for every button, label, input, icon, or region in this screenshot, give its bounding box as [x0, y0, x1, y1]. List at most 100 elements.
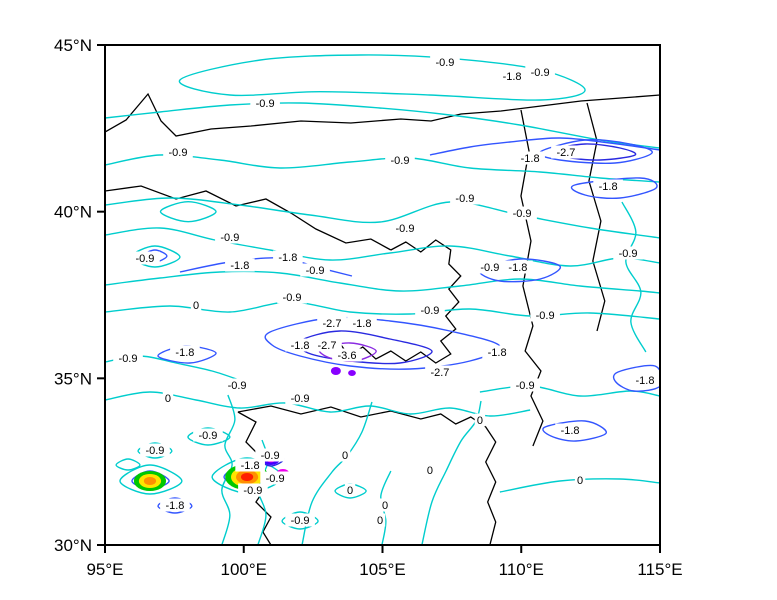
contour-label-bg: [277, 290, 307, 304]
contour-label-bg: [130, 251, 160, 265]
contour-label-bg: [474, 413, 486, 427]
contour-label: -0.9: [256, 98, 275, 110]
contour-label-bg: [225, 258, 255, 272]
contour-label-bg: [555, 423, 585, 437]
contour-label-bg: [497, 69, 527, 83]
contour-label-bg: [630, 373, 660, 387]
contour-label-bg: [260, 471, 290, 485]
contour-line-level--0.9: [105, 197, 660, 239]
contour-label: -1.8: [521, 153, 540, 165]
province-border: [105, 185, 392, 251]
y-axis-tick-label: 30°N: [54, 536, 92, 555]
contour-label: 0: [193, 300, 199, 312]
contour-label: -1.8: [352, 318, 371, 330]
contour-label: -2.7: [323, 318, 342, 330]
contour-line-level--1.8: [538, 139, 653, 164]
contour-line-level--0.9: [130, 245, 181, 268]
contour-label: -0.9: [619, 248, 638, 260]
contour-label-bg: [285, 338, 315, 352]
contour-label-bg: [574, 473, 586, 487]
contour-label-bg: [374, 513, 386, 527]
province-border: [325, 239, 462, 364]
contour-label: -0.9: [531, 67, 550, 79]
contour-label: -1.8: [278, 252, 297, 264]
contour-label: -0.9: [220, 232, 239, 244]
contour-label-bg: [385, 153, 415, 167]
contour-label: 0: [577, 475, 583, 487]
contour-label-bg: [551, 145, 581, 159]
contour-label-bg: [515, 151, 545, 165]
contour-label: -1.8: [241, 460, 260, 472]
contour-label-bg: [170, 345, 200, 359]
contour-label-bg: [503, 260, 533, 274]
contour-label-bg: [390, 221, 420, 235]
contour-line-level--0.9: [105, 270, 660, 294]
contour-label-bg: [482, 345, 512, 359]
contour-label-bg: [317, 316, 347, 330]
contour-label: -0.9: [395, 223, 414, 235]
contour-label: -0.9: [243, 485, 262, 497]
contour-label: -0.9: [291, 393, 310, 405]
x-axis-tick-label: 115°E: [637, 560, 682, 579]
contour-label: -0.9: [266, 473, 285, 485]
contour-label-bg: [250, 96, 280, 110]
filled-cell: [348, 370, 356, 376]
contour-label: -1.8: [291, 340, 310, 352]
contour-line-level--0.9: [221, 394, 236, 545]
contour-lines: [105, 54, 660, 545]
contour-label: -1.8: [488, 347, 507, 359]
contour-label: -1.8: [636, 375, 655, 387]
contour-label: -0.9: [119, 353, 138, 365]
contour-label: -0.9: [516, 380, 535, 392]
contour-label-bg: [113, 351, 143, 365]
x-axis-tick-label: 95°E: [86, 560, 123, 579]
contour-label: -1.8: [599, 181, 618, 193]
contour-label: -0.9: [228, 380, 247, 392]
contour-line-level--0.9: [105, 102, 660, 149]
contour-label-bg: [285, 513, 315, 527]
contour-label-bg: [507, 206, 537, 220]
contour-line-level--1.8: [612, 364, 660, 392]
contour-label-bg: [450, 191, 480, 205]
contour-line-level--3.6: [318, 342, 377, 363]
contour-label: -0.9: [536, 310, 555, 322]
contour-label-bg: [140, 443, 170, 457]
contour-label: -0.9: [435, 57, 454, 69]
contour-label: -2.7: [430, 367, 449, 379]
contour-line-level--0.9: [178, 54, 586, 101]
contour-label: 0: [382, 500, 388, 512]
x-axis-tick-label: 100°E: [220, 560, 267, 579]
contour-label-bg: [222, 378, 252, 392]
contour-label: -0.9: [420, 305, 439, 317]
contour-label-bg: [163, 145, 193, 159]
contour-label-bg: [312, 338, 342, 352]
contour-label: -0.9: [135, 253, 154, 265]
contour-label-bg: [162, 391, 174, 405]
axes: 95°E 100°E 105°E 110°E 115°E 30°N 35°N 40°N 45°N: [54, 36, 683, 579]
contour-label: -0.9: [168, 147, 187, 159]
contour-label: -0.9: [390, 155, 409, 167]
plot-area: -0.9-1.8 -0.9-0.9-0.9-0.9 -1.8 -2.7-1.8-0.9…: [105, 54, 660, 545]
contour-label-bg: [344, 483, 356, 497]
contour-label-bg: [430, 55, 460, 69]
contour-label: -0.9: [291, 515, 310, 527]
contour-label: -0.9: [261, 450, 280, 462]
contour-line-level--0.9: [621, 201, 647, 353]
filled-cell: [240, 473, 254, 481]
contour-label: -0.9: [455, 193, 474, 205]
y-axis-tick-label: 35°N: [54, 369, 92, 388]
contour-label-bg: [339, 448, 351, 462]
province-border: [586, 102, 606, 332]
contour-label: -0.9: [306, 265, 325, 277]
contour-line-level--1.8: [542, 420, 607, 442]
contour-label: -1.8: [175, 347, 194, 359]
contour-label: -0.9: [198, 430, 217, 442]
contour-line-level--1.8: [478, 258, 562, 283]
contour-line-level--1.8: [570, 177, 658, 200]
contour-label-bg: [510, 378, 540, 392]
contour-label-bg: [415, 303, 445, 317]
contour-line-level--2.7: [297, 330, 433, 365]
contour-line-level--0.9: [119, 464, 183, 495]
contour-label: -0.9: [283, 292, 302, 304]
